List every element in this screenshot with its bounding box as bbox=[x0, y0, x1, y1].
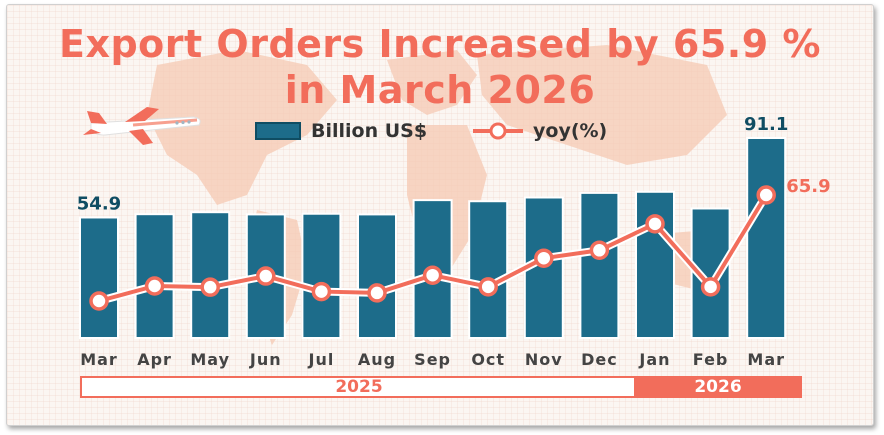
bar-aug-5 bbox=[357, 213, 397, 340]
yoy-point bbox=[700, 277, 721, 297]
x-tick-label: May bbox=[190, 350, 230, 369]
x-tick-label: Mar bbox=[747, 350, 785, 369]
bar-oct-7 bbox=[468, 200, 509, 339]
x-tick-label: Apr bbox=[137, 350, 172, 369]
yoy-point bbox=[89, 291, 109, 311]
x-tick-label: Jun bbox=[249, 350, 282, 369]
bar-jan-10 bbox=[635, 190, 675, 339]
yoy-point bbox=[756, 185, 776, 205]
bars-layer bbox=[79, 137, 787, 340]
x-tick-label: Sep bbox=[414, 350, 451, 369]
legend-line-label: yoy(%) bbox=[533, 120, 608, 142]
legend-item-bars: Billion US$ bbox=[255, 120, 427, 142]
bar-value-label: 54.9 bbox=[77, 193, 121, 214]
bar-apr-1 bbox=[134, 213, 175, 339]
x-tick-label: Jan bbox=[638, 350, 670, 369]
year-label-2025: 2025 bbox=[80, 376, 638, 398]
yoy-point bbox=[422, 265, 443, 285]
yoy-point bbox=[200, 277, 220, 297]
x-tick-label: Feb bbox=[693, 350, 729, 369]
chart-card: Mar 54.9 Apr May Jun Jul Aug Sep Oct Nov Dec Jan Feb… bbox=[6, 4, 874, 426]
chart-canvas: Mar 54.9 Apr May Jun Jul Aug Sep Oct Nov Dec Jan Feb… bbox=[7, 5, 873, 425]
yoy-point bbox=[534, 248, 554, 268]
yoy-point bbox=[589, 240, 610, 261]
x-tick-label: Oct bbox=[471, 350, 505, 369]
yoy-point bbox=[367, 283, 387, 303]
yoy-line-layer bbox=[89, 185, 776, 311]
legend-line-swatch bbox=[473, 122, 523, 140]
x-tick-label: Dec bbox=[581, 350, 618, 369]
bar-dec-9 bbox=[579, 191, 620, 339]
x-tick-label: Mar bbox=[80, 350, 118, 369]
yoy-point bbox=[645, 214, 665, 234]
yoy-point bbox=[144, 276, 165, 296]
yoy-point bbox=[478, 277, 498, 297]
bar-value-label: 91.1 bbox=[744, 114, 788, 135]
legend-bar-swatch bbox=[255, 122, 301, 140]
labels-layer: Mar 54.9 Apr May Jun Jul Aug Sep Oct Nov Dec Jan Feb… bbox=[77, 114, 831, 369]
legend-item-line: yoy(%) bbox=[473, 120, 607, 142]
airplane-icon bbox=[83, 107, 201, 145]
x-tick-label: Jul bbox=[307, 350, 334, 369]
yoy-point bbox=[256, 266, 276, 286]
bar-mar-0 bbox=[79, 216, 119, 340]
year-label-2026: 2026 bbox=[634, 376, 802, 398]
title-line-2: in March 2026 bbox=[284, 68, 596, 112]
title-line-1: Export Orders Increased by 65.9 % bbox=[59, 22, 821, 66]
legend-bar-label: Billion US$ bbox=[311, 120, 428, 142]
yoy-point bbox=[311, 281, 332, 302]
x-tick-label: Nov bbox=[525, 350, 563, 369]
chart-title: Export Orders Increased by 65.9 % in Mar… bbox=[7, 21, 873, 113]
bar-may-2 bbox=[190, 211, 231, 340]
bar-jul-4 bbox=[301, 212, 342, 340]
yoy-value-label: 65.9 bbox=[786, 176, 830, 197]
bar-mar-12 bbox=[746, 137, 787, 339]
x-tick-label: Aug bbox=[358, 350, 396, 369]
